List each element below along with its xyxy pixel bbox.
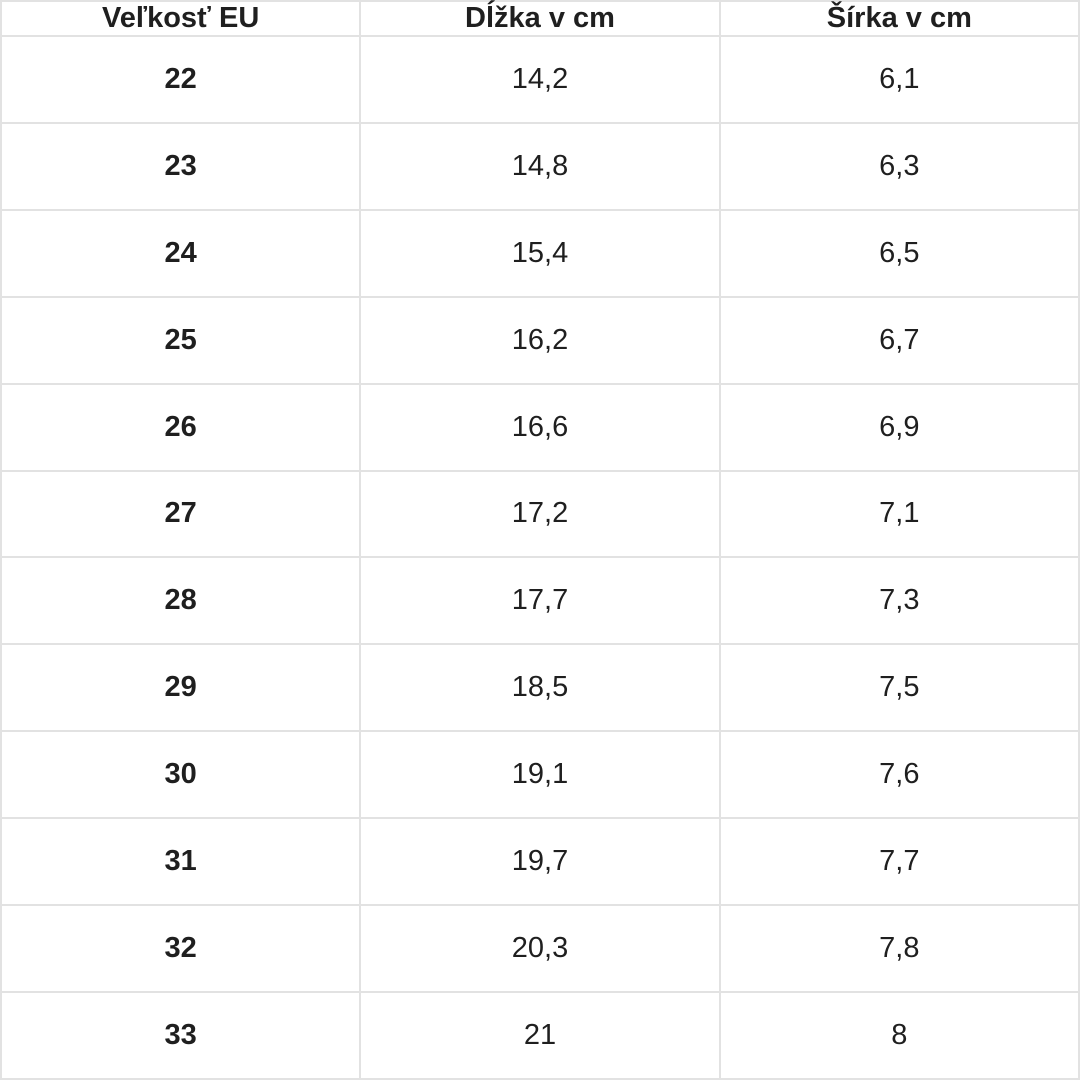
length-cell: 16,2 (359, 295, 721, 385)
table-row: 24 15,4 6,5 (0, 208, 1080, 298)
length-cell: 17,2 (359, 469, 721, 559)
table-body: 22 14,2 6,1 23 14,8 6,3 24 15,4 6,5 25 16,2 6,7 26 16… (0, 35, 1080, 1080)
width-cell: 7,8 (718, 904, 1080, 993)
width-cell: 6,1 (718, 35, 1080, 124)
length-cell: 20,3 (359, 904, 721, 993)
size-cell: 29 (0, 643, 362, 733)
width-cell: 6,7 (718, 295, 1080, 385)
size-cell: 24 (0, 208, 362, 298)
table-row: 31 19,7 7,7 (0, 817, 1080, 907)
width-cell: 7,7 (718, 817, 1080, 907)
size-cell: 26 (0, 382, 362, 472)
size-cell: 32 (0, 904, 362, 993)
header-width-cm: Šírka v cm (718, 0, 1080, 37)
length-cell: 19,7 (359, 817, 721, 907)
length-cell: 19,1 (359, 730, 721, 820)
width-cell: 7,6 (718, 730, 1080, 820)
length-cell: 17,7 (359, 556, 721, 646)
width-cell: 8 (718, 990, 1080, 1080)
length-cell: 14,2 (359, 35, 721, 124)
header-row: Veľkosť EU Dĺžka v cm Šírka v cm (0, 0, 1080, 37)
length-cell: 15,4 (359, 208, 721, 298)
table-row: 22 14,2 6,1 (0, 35, 1080, 124)
table-row: 26 16,6 6,9 (0, 382, 1080, 472)
size-cell: 33 (0, 990, 362, 1080)
table-row: 27 17,2 7,1 (0, 469, 1080, 559)
table-row: 33 21 8 (0, 990, 1080, 1080)
table-row: 30 19,1 7,6 (0, 730, 1080, 820)
header-length-cm: Dĺžka v cm (359, 0, 721, 37)
header-size-eu: Veľkosť EU (0, 0, 362, 37)
table-row: 28 17,7 7,3 (0, 556, 1080, 646)
table-row: 32 20,3 7,8 (0, 904, 1080, 993)
width-cell: 7,5 (718, 643, 1080, 733)
length-cell: 21 (359, 990, 721, 1080)
size-cell: 23 (0, 121, 362, 211)
size-cell: 25 (0, 295, 362, 385)
width-cell: 7,3 (718, 556, 1080, 646)
length-cell: 16,6 (359, 382, 721, 472)
width-cell: 6,9 (718, 382, 1080, 472)
length-cell: 18,5 (359, 643, 721, 733)
width-cell: 6,3 (718, 121, 1080, 211)
table-row: 29 18,5 7,5 (0, 643, 1080, 733)
table-row: 23 14,8 6,3 (0, 121, 1080, 211)
size-cell: 30 (0, 730, 362, 820)
length-cell: 14,8 (359, 121, 721, 211)
size-cell: 31 (0, 817, 362, 907)
table-row: 25 16,2 6,7 (0, 295, 1080, 385)
size-cell: 27 (0, 469, 362, 559)
width-cell: 7,1 (718, 469, 1080, 559)
size-cell: 22 (0, 35, 362, 124)
width-cell: 6,5 (718, 208, 1080, 298)
size-cell: 28 (0, 556, 362, 646)
